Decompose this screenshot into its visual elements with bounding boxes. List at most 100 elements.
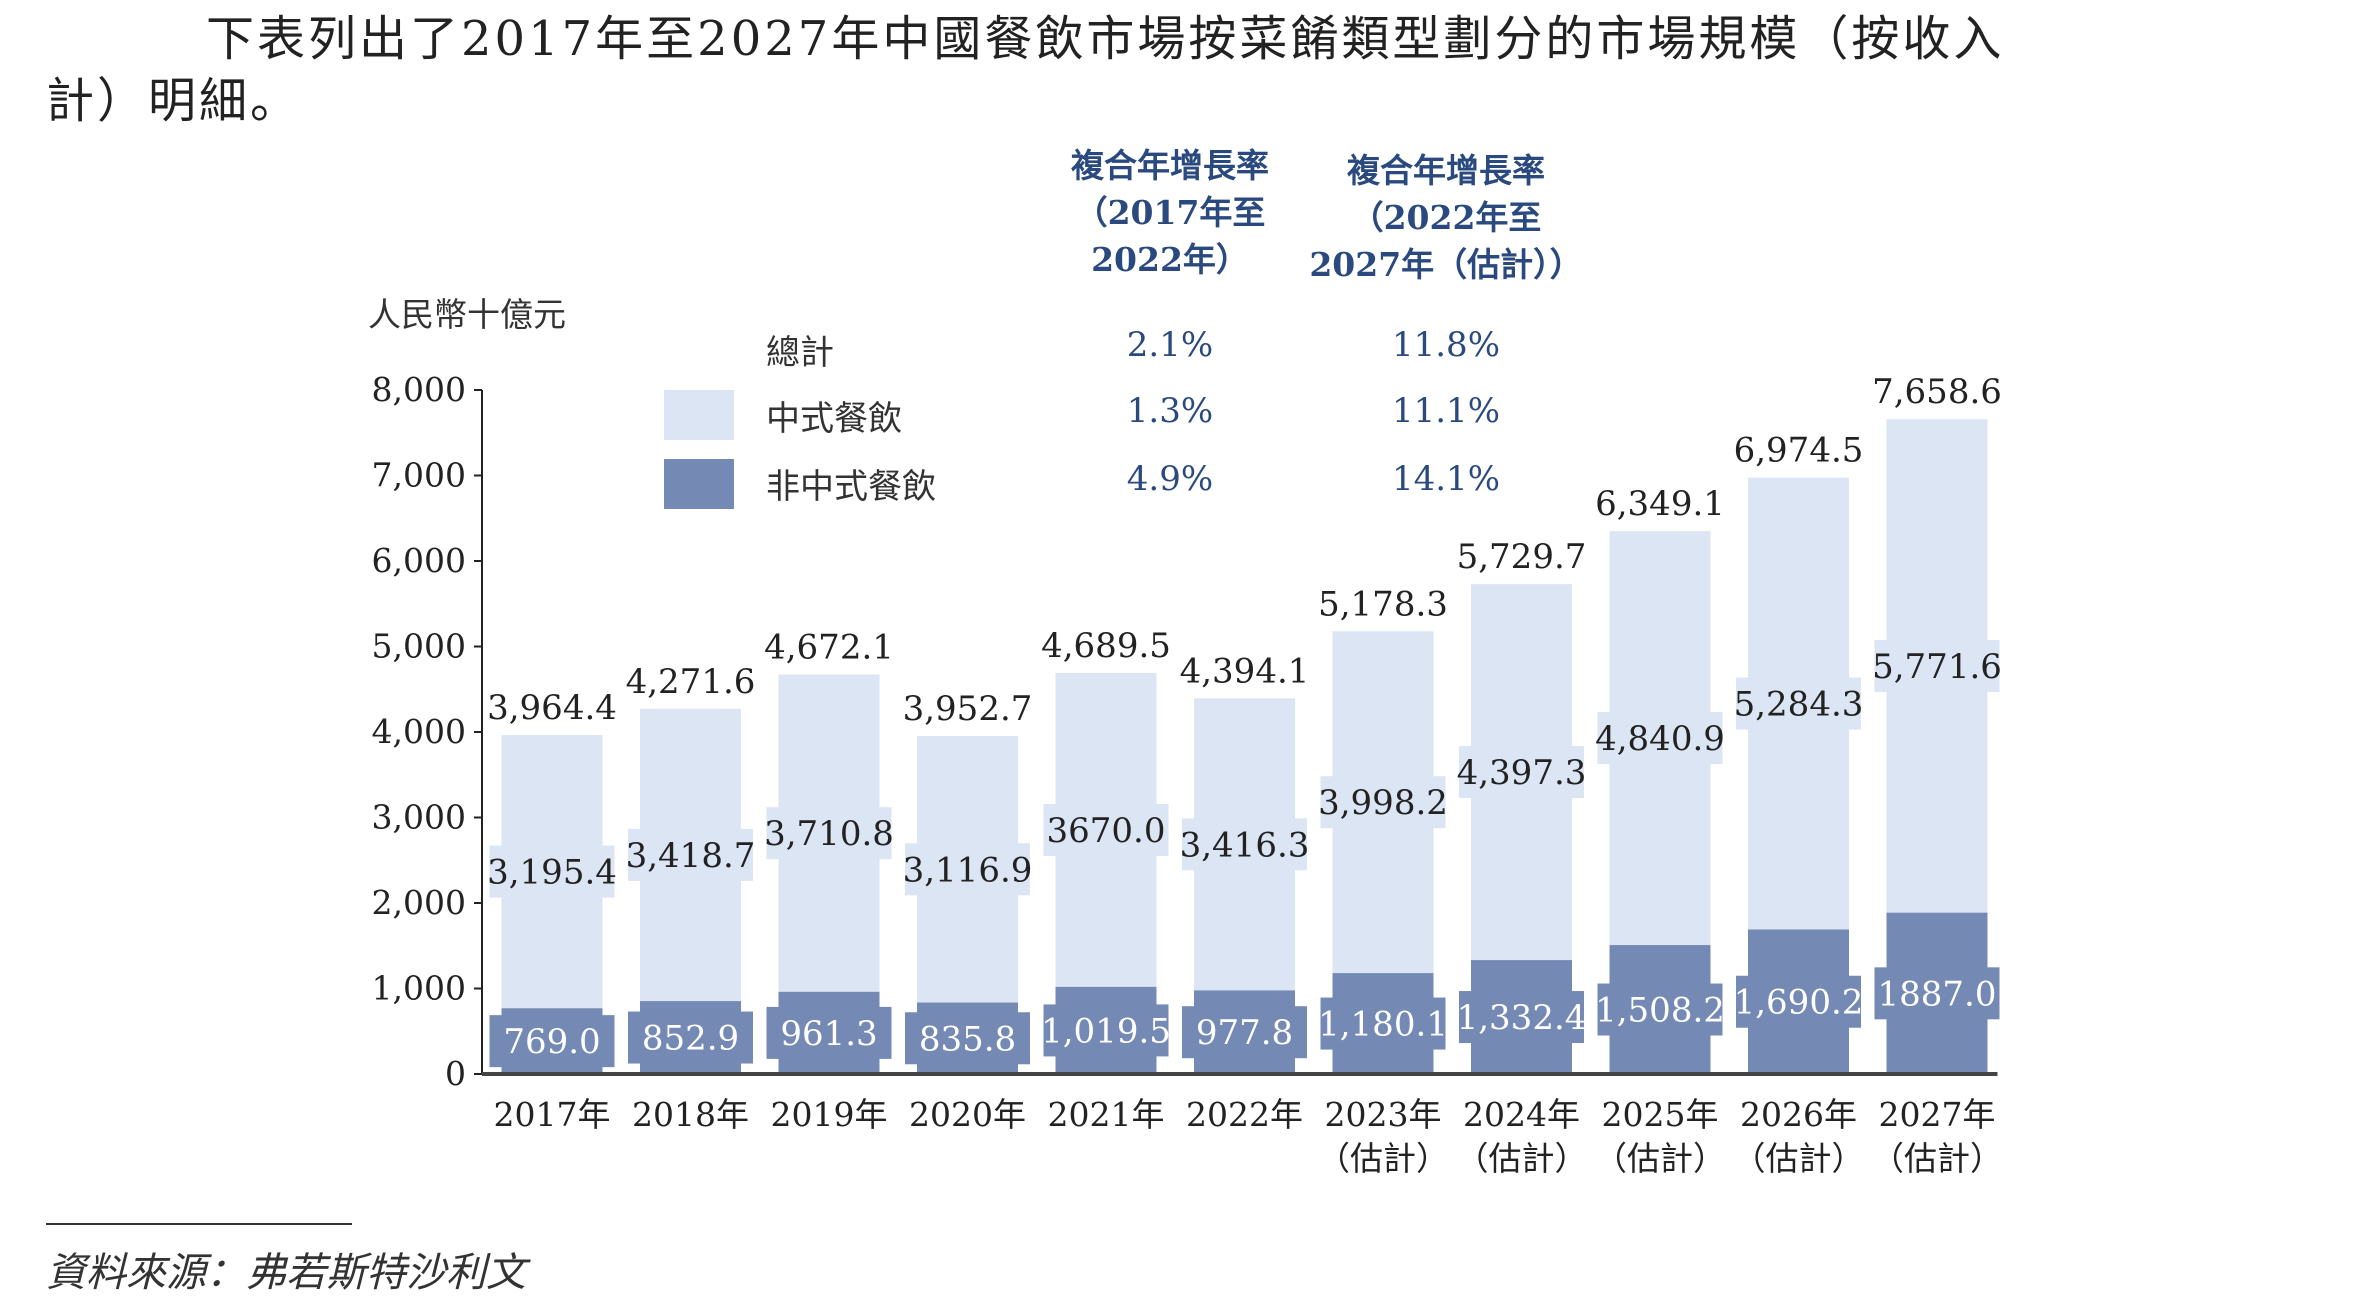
x-tick-label: 2018年 [632, 1095, 749, 1134]
legend-swatch-chinese [664, 390, 734, 440]
y-tick-label: 7,000 [372, 456, 466, 495]
x-tick-note: （估計） [1733, 1139, 1865, 1178]
value-label-chinese: 3670.0 [1047, 811, 1166, 851]
intro-paragraph: 下表列出了2017年至2027年中國餐飲市場按菜餚類型劃分的市場規模（按收入 計… [46, 8, 2346, 132]
cagr-header-2017-2022: 複合年增長率 （2017年至 2022年） [1020, 142, 1320, 283]
value-label-chinese: 3,416.3 [1180, 825, 1310, 865]
label-bg-chinese [1320, 776, 1446, 829]
value-label-total: 4,689.5 [1041, 626, 1171, 666]
value-label-chinese: 3,418.7 [626, 836, 756, 876]
x-tick-label: 2026年 [1740, 1095, 1857, 1134]
x-tick-label: 2023年 [1325, 1095, 1442, 1134]
intro-line-1: 下表列出了2017年至2027年中國餐飲市場按菜餚類型劃分的市場規模（按收入 [206, 11, 2005, 67]
value-label-total: 3,952.7 [903, 689, 1033, 729]
value-label-non-chinese: 1,019.5 [1041, 1011, 1171, 1051]
cagr-chinese-2017-2022: 1.3% [1126, 391, 1214, 431]
y-tick-label: 1,000 [372, 969, 466, 1008]
value-label-chinese: 3,195.4 [487, 853, 617, 893]
value-label-non-chinese: 961.3 [780, 1014, 877, 1054]
label-bg-chinese [1459, 746, 1584, 799]
label-bg-chinese [628, 828, 753, 881]
value-label-non-chinese: 1,508.2 [1595, 991, 1725, 1031]
y-tick-label: 6,000 [372, 541, 466, 580]
cagr-header-2022-2027: 複合年增長率 （2022年至 2027年（估計）） [1296, 147, 1596, 288]
label-bg-chinese [905, 843, 1030, 896]
value-label-total: 4,394.1 [1180, 651, 1310, 691]
value-label-non-chinese: 1887.0 [1878, 974, 1997, 1014]
source-note: 資料來源：弗若斯特沙利文 [46, 1250, 526, 1296]
y-axis-unit-label: 人民幣十億元 [368, 295, 566, 334]
x-tick-note: （估計） [1594, 1139, 1726, 1178]
value-label-non-chinese: 1,180.1 [1318, 1005, 1448, 1045]
value-label-non-chinese: 1,332.4 [1457, 998, 1587, 1038]
value-label-chinese: 4,840.9 [1595, 719, 1725, 759]
label-bg-non-chinese [1459, 991, 1584, 1044]
x-tick-label: 2019年 [771, 1095, 888, 1134]
label-bg-chinese [1043, 803, 1169, 856]
label-bg-non-chinese [489, 1015, 615, 1068]
label-bg-non-chinese [1736, 975, 1861, 1028]
x-tick-label: 2021年 [1048, 1095, 1165, 1134]
cagr-non-chinese-2022-2027: 14.1% [1391, 459, 1500, 499]
cagr-total-2017-2022: 2.1% [1126, 325, 1214, 365]
label-bg-chinese [1736, 677, 1861, 730]
value-label-total: 7,658.6 [1872, 372, 2002, 412]
label-bg-non-chinese [1320, 997, 1446, 1050]
y-tick-label: 2,000 [372, 883, 466, 922]
x-tick-label: 2024年 [1463, 1095, 1580, 1134]
y-tick-label: 0 [445, 1054, 466, 1093]
value-label-total: 4,271.6 [626, 662, 756, 702]
x-tick-label: 2020年 [909, 1095, 1026, 1134]
label-bg-chinese [1874, 639, 2000, 692]
intro-line-2: 計）明細。 [46, 73, 302, 129]
legend-swatch-non-chinese [664, 459, 734, 509]
label-bg-non-chinese [628, 1011, 753, 1064]
x-tick-label: 2025年 [1602, 1095, 1719, 1134]
cagr-total-2022-2027: 11.8% [1391, 325, 1500, 365]
y-tick-label: 5,000 [372, 627, 466, 666]
value-label-chinese: 3,710.8 [764, 814, 894, 854]
value-label-non-chinese: 835.8 [919, 1019, 1016, 1059]
value-label-non-chinese: 769.0 [503, 1022, 600, 1062]
value-label-chinese: 5,284.3 [1734, 685, 1864, 725]
label-bg-non-chinese [1597, 983, 1723, 1036]
value-label-chinese: 4,397.3 [1457, 753, 1587, 793]
value-label-non-chinese: 852.9 [642, 1019, 739, 1059]
label-bg-non-chinese [766, 1006, 892, 1059]
x-tick-label: 2027年 [1879, 1095, 1996, 1134]
value-label-chinese: 5,771.6 [1872, 647, 2002, 687]
x-tick-note: （估計） [1456, 1139, 1588, 1178]
label-bg-non-chinese [1182, 1006, 1307, 1059]
value-label-total: 3,964.4 [487, 688, 617, 728]
label-bg-non-chinese [1043, 1004, 1169, 1057]
cagr-header-line: 複合年增長率 [1347, 151, 1545, 190]
legend-label-non-chinese: 非中式餐飲 [766, 467, 936, 507]
y-tick-label: 3,000 [372, 798, 466, 837]
value-label-total: 4,672.1 [764, 628, 894, 668]
x-tick-label: 2022年 [1186, 1095, 1303, 1134]
value-label-total: 5,178.3 [1318, 584, 1448, 624]
legend-label-total: 總計 [766, 333, 834, 373]
value-label-non-chinese: 1,690.2 [1734, 983, 1864, 1023]
x-tick-label: 2017年 [494, 1095, 611, 1134]
cagr-chinese-2022-2027: 11.1% [1391, 391, 1500, 431]
label-bg-chinese [489, 845, 615, 898]
label-bg-chinese [766, 807, 892, 860]
value-label-chinese: 3,116.9 [903, 850, 1033, 890]
footnote-divider [46, 1223, 352, 1225]
cagr-header-line: 2022年） [1091, 240, 1249, 279]
cagr-header-line: 2027年（估計）） [1309, 245, 1583, 284]
label-bg-non-chinese [905, 1012, 1030, 1065]
cagr-header-line: （2022年至 [1350, 198, 1542, 237]
value-label-chinese: 3,998.2 [1318, 783, 1448, 823]
cagr-header-line: 複合年增長率 [1071, 146, 1269, 185]
label-bg-chinese [1597, 712, 1723, 765]
label-bg-non-chinese [1874, 967, 2000, 1020]
y-tick-label: 8,000 [372, 370, 466, 409]
value-label-non-chinese: 977.8 [1196, 1013, 1293, 1053]
x-tick-note: （估計） [1871, 1139, 2003, 1178]
legend-label-chinese: 中式餐飲 [766, 399, 902, 439]
y-tick-label: 4,000 [372, 712, 466, 751]
cagr-header-line: （2017年至 [1074, 193, 1266, 232]
